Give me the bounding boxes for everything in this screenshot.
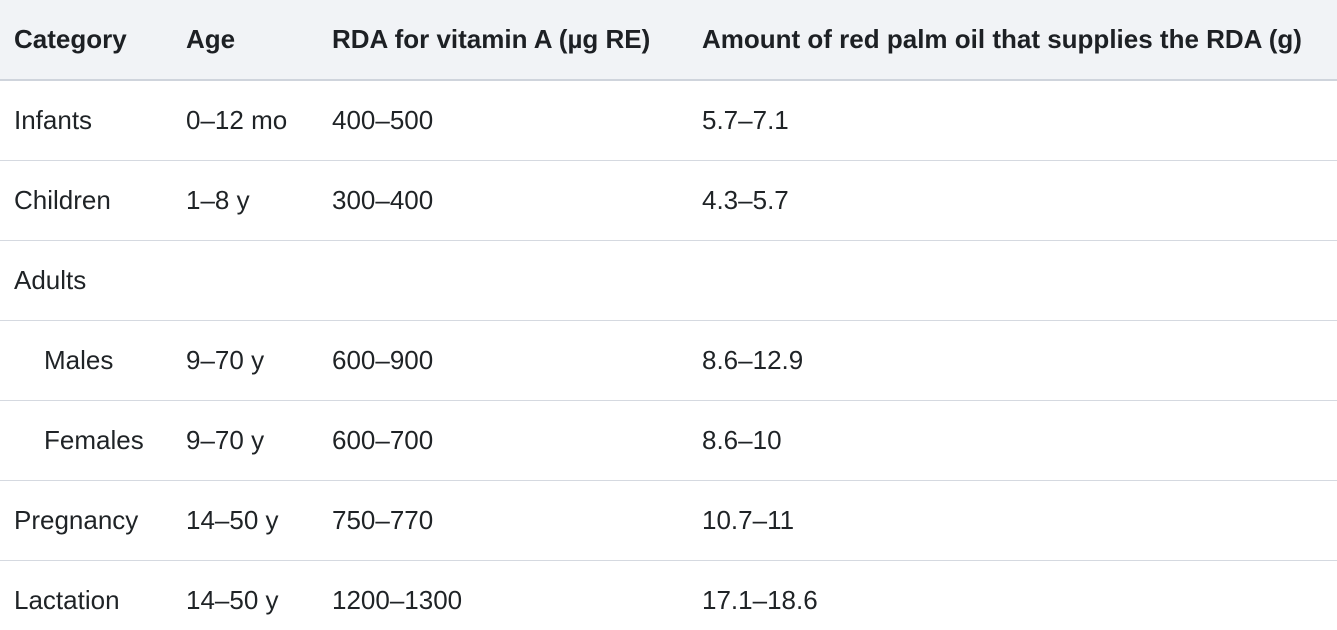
cell-age: 0–12 mo [172, 80, 318, 161]
cell-amount: 17.1–18.6 [702, 584, 818, 615]
header-rda: RDA for vitamin A (µg RE) [318, 0, 688, 81]
cell-age: 1–8 y [172, 160, 318, 241]
cell-amount: 5.7–7.1 [688, 80, 1337, 161]
header-row: Category Age RDA for vitamin A (µg RE) A… [0, 0, 1337, 81]
cell-age: 9–70 y [172, 400, 318, 481]
table-row: Children 1–8 y 300–400 4.3–5.7 [0, 160, 1337, 241]
header-amount: Amount of red palm oil that supplies the… [688, 0, 1337, 81]
cell-age: 9–70 y [172, 320, 318, 401]
cell-amount: 8.6–12.9 [688, 320, 1337, 401]
table-row: Males 9–70 y 600–900 8.6–12.9 [0, 320, 1337, 401]
cell-rda: 300–400 [318, 160, 688, 241]
table-body: Infants 0–12 mo 400–500 5.7–7.1 Children… [0, 80, 1337, 630]
cell-rda: 600–900 [318, 320, 688, 401]
cell-category: Pregnancy [0, 480, 172, 561]
cell-amount [688, 240, 1337, 321]
cell-amount: 10.7–11 [688, 480, 1337, 561]
cell-rda: 600–700 [318, 400, 688, 481]
table-row: Lactation 14–50 y 1200–1300 17.1–18.6 [0, 560, 1337, 630]
cell-rda: 400–500 [318, 80, 688, 161]
cell-age: 14–50 y [172, 480, 318, 561]
cell-amount: 8.6–10 [688, 400, 1337, 481]
header-age: Age [172, 0, 318, 81]
cell-category: Females [0, 400, 172, 481]
cell-category: Infants [0, 80, 172, 161]
cell-amount: 4.3–5.7 [688, 160, 1337, 241]
table-row: Females 9–70 y 600–700 8.6–10 [0, 400, 1337, 481]
cell-rda: 750–770 [318, 480, 688, 561]
table-row: Pregnancy 14–50 y 750–770 10.7–11 [0, 480, 1337, 561]
cell-rda [318, 240, 688, 321]
cell-age [172, 240, 318, 321]
cell-category: Lactation [14, 584, 120, 615]
cell-category: Adults [0, 240, 172, 321]
cell-category: Males [0, 320, 172, 401]
header-category: Category [0, 0, 172, 81]
table-row: Adults [0, 240, 1337, 321]
table-row: Infants 0–12 mo 400–500 5.7–7.1 [0, 80, 1337, 161]
cell-category: Children [0, 160, 172, 241]
cell-age: 14–50 y [186, 584, 279, 615]
table-header: Category Age RDA for vitamin A (µg RE) A… [0, 0, 1337, 81]
cell-rda: 1200–1300 [332, 584, 463, 615]
